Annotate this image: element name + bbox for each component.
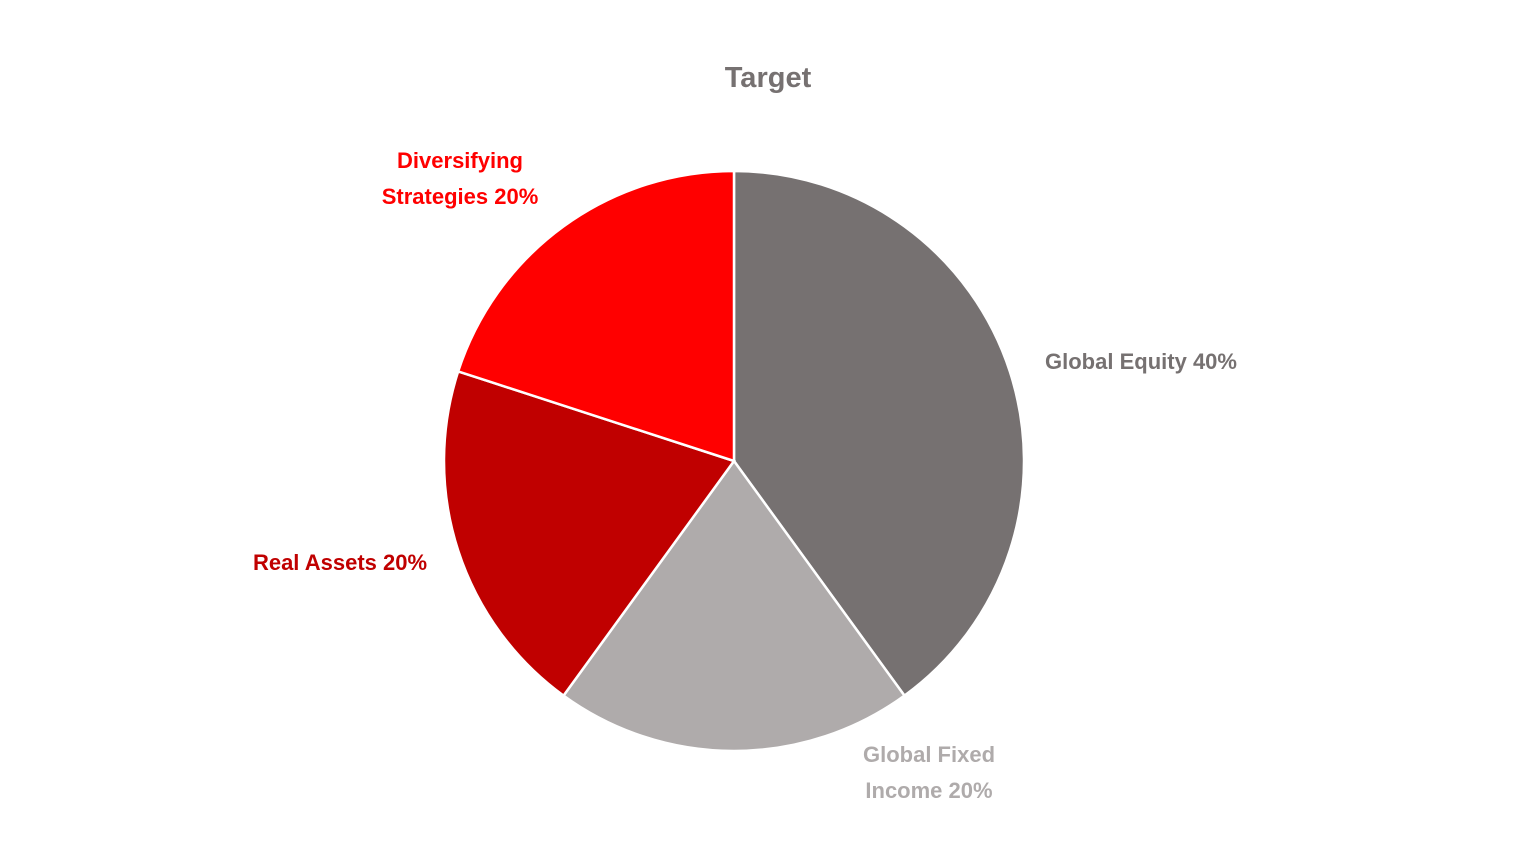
category-name: Global Fixed Income (862, 742, 996, 803)
category-name: Real Assets (252, 550, 377, 575)
category-name: Global Equity (1045, 349, 1187, 374)
slice-label: Diversifying Strategies 20% (360, 143, 560, 215)
pie-slice (561, 458, 907, 753)
slice-label: Global Fixed Income 20% (844, 737, 1014, 809)
slice-label: Real Assets 20% (220, 545, 460, 581)
slice-label: Global Equity 40% (1011, 344, 1271, 380)
value-label: 40% (1192, 349, 1237, 374)
value-label: 20% (948, 778, 993, 803)
pie-slice (442, 369, 737, 698)
category-name: Diversifying Strategies (381, 148, 523, 209)
pie-slice (456, 169, 736, 463)
value-label: 20% (383, 550, 428, 575)
pie-slice (732, 169, 1026, 698)
value-label: 20% (494, 184, 539, 209)
chart-title: Target (724, 62, 812, 94)
